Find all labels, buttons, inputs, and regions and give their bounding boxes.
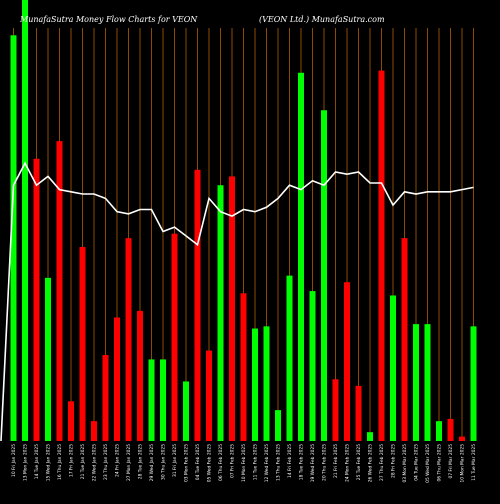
money-flow-bar (148, 359, 155, 441)
chart-subtitle: (VEON Ltd.) MunafaSutra.com (259, 15, 385, 24)
money-flow-bar (56, 141, 63, 441)
money-flow-bar (424, 324, 431, 441)
x-tick-label: 20 Thu Feb 2025 (322, 444, 328, 481)
money-flow-bar (355, 385, 362, 441)
x-tick-label: 28 Tue Jan 2025 (138, 444, 144, 479)
x-tick-label: 27 Thu Feb 2025 (379, 444, 385, 481)
x-tick-label: 10 Fri Jan 2025 (11, 444, 17, 477)
money-flow-bar (252, 328, 258, 441)
x-tick-label: 17 Fri Jan 2025 (69, 444, 75, 477)
money-flow-bar (367, 432, 373, 441)
money-flow-bar (33, 158, 40, 441)
x-tick-label: 19 Wed Feb 2025 (310, 444, 316, 482)
money-flow-bar (68, 401, 74, 441)
x-axis-tick-labels: 10 Fri Jan 2025 13 Mon Jan 2025 14 Tue Jan… (11, 444, 477, 483)
money-flow-bar (91, 421, 97, 441)
money-flow-bar (194, 169, 201, 441)
x-tick-label: 15 Wed Jan 2025 (46, 444, 52, 481)
x-tick-label: 10 Mon Mar 2025 (460, 444, 466, 483)
money-flow-bar (183, 381, 189, 441)
money-flow-trend-line (0, 161, 474, 442)
x-tick-label: 14 Tue Jan 2025 (34, 444, 40, 479)
money-flow-bar (401, 238, 408, 441)
x-tick-label: 21 Fri Feb 2025 (333, 444, 339, 478)
money-flow-bar (217, 185, 224, 441)
trend-line-group (0, 161, 474, 442)
money-flow-bar (470, 326, 477, 441)
money-flow-bar (263, 326, 270, 441)
money-flow-bar (137, 310, 143, 441)
money-flow-bar (459, 436, 465, 441)
x-tick-label: 24 Fri Jan 2025 (115, 444, 121, 477)
money-flow-bar (45, 277, 51, 441)
money-flow-bar (390, 295, 396, 441)
money-flow-bar (332, 379, 339, 441)
x-tick-label: 03 Mon Feb 2025 (184, 444, 190, 482)
money-flow-bar (344, 282, 350, 441)
money-flow-bar (114, 317, 120, 441)
money-flow-bar (378, 70, 385, 441)
x-tick-label: 23 Thu Jan 2025 (103, 444, 109, 480)
money-flow-bar (413, 324, 419, 441)
money-flow-bar (171, 233, 178, 441)
x-tick-label: 05 Wed Feb 2025 (207, 444, 213, 482)
x-tick-label: 05 Wed Mar 2025 (425, 444, 431, 483)
money-flow-bar (79, 246, 86, 441)
x-tick-label: 04 Tue Mar 2025 (414, 444, 420, 481)
x-tick-label: 03 Mon Mar 2025 (402, 444, 408, 483)
x-tick-label: 13 Thu Feb 2025 (276, 444, 282, 481)
x-tick-label: 27 Mon Jan 2025 (126, 444, 132, 481)
x-tick-label: 21 Tue Jan 2025 (80, 444, 86, 479)
x-tick-label: 28 Fri Feb 2025 (391, 444, 397, 478)
money-flow-bar (160, 359, 166, 441)
x-tick-label: 13 Mon Jan 2025 (23, 444, 29, 481)
money-flow-bar (22, 0, 28, 441)
x-tick-label: 18 Tue Feb 2025 (299, 444, 305, 480)
x-tick-label: 10 Mon Feb 2025 (241, 444, 247, 482)
money-flow-bar (286, 275, 293, 441)
x-tick-label: 06 Thu Feb 2025 (218, 444, 224, 481)
money-flow-bar (229, 176, 235, 441)
x-tick-label: 22 Wed Jan 2025 (92, 444, 98, 481)
money-flow-bar (125, 238, 132, 441)
x-tick-label: 11 Tue Feb 2025 (253, 444, 259, 480)
x-tick-label: 04 Tue Feb 2025 (195, 444, 201, 480)
money-flow-bars (10, 0, 477, 441)
money-flow-bar (309, 291, 316, 441)
x-tick-label: 14 Fri Feb 2025 (287, 444, 293, 478)
x-tick-label: 11 Tue Mar 2025 (471, 444, 477, 481)
x-tick-label: 24 Mon Feb 2025 (345, 444, 351, 482)
x-tick-label: 31 Fri Jan 2025 (172, 444, 178, 477)
money-flow-bar (10, 35, 17, 441)
x-tick-label: 16 Thu Jan 2025 (57, 444, 63, 480)
money-flow-bar (275, 410, 281, 441)
x-tick-label: 29 Wed Jan 2025 (149, 444, 155, 481)
money-flow-bar (102, 355, 109, 441)
chart-title: MunafaSutra Money Flow Charts for VEON (19, 15, 198, 24)
x-tick-label: 07 Fri Mar 2025 (448, 444, 454, 479)
money-flow-bar (240, 293, 247, 441)
money-flow-bar (206, 350, 212, 441)
x-tick-label: 30 Thu Jan 2025 (161, 444, 167, 480)
x-tick-label: 12 Wed Feb 2025 (264, 444, 270, 482)
money-flow-bar (321, 110, 327, 441)
money-flow-bar (436, 421, 442, 441)
x-tick-label: 26 Wed Feb 2025 (368, 444, 374, 482)
x-tick-label: 06 Thu Mar 2025 (437, 444, 443, 482)
x-tick-label: 25 Tue Feb 2025 (356, 444, 362, 480)
x-tick-label: 07 Fri Feb 2025 (230, 444, 236, 478)
money-flow-bar (447, 418, 454, 441)
money-flow-bar (298, 72, 304, 441)
